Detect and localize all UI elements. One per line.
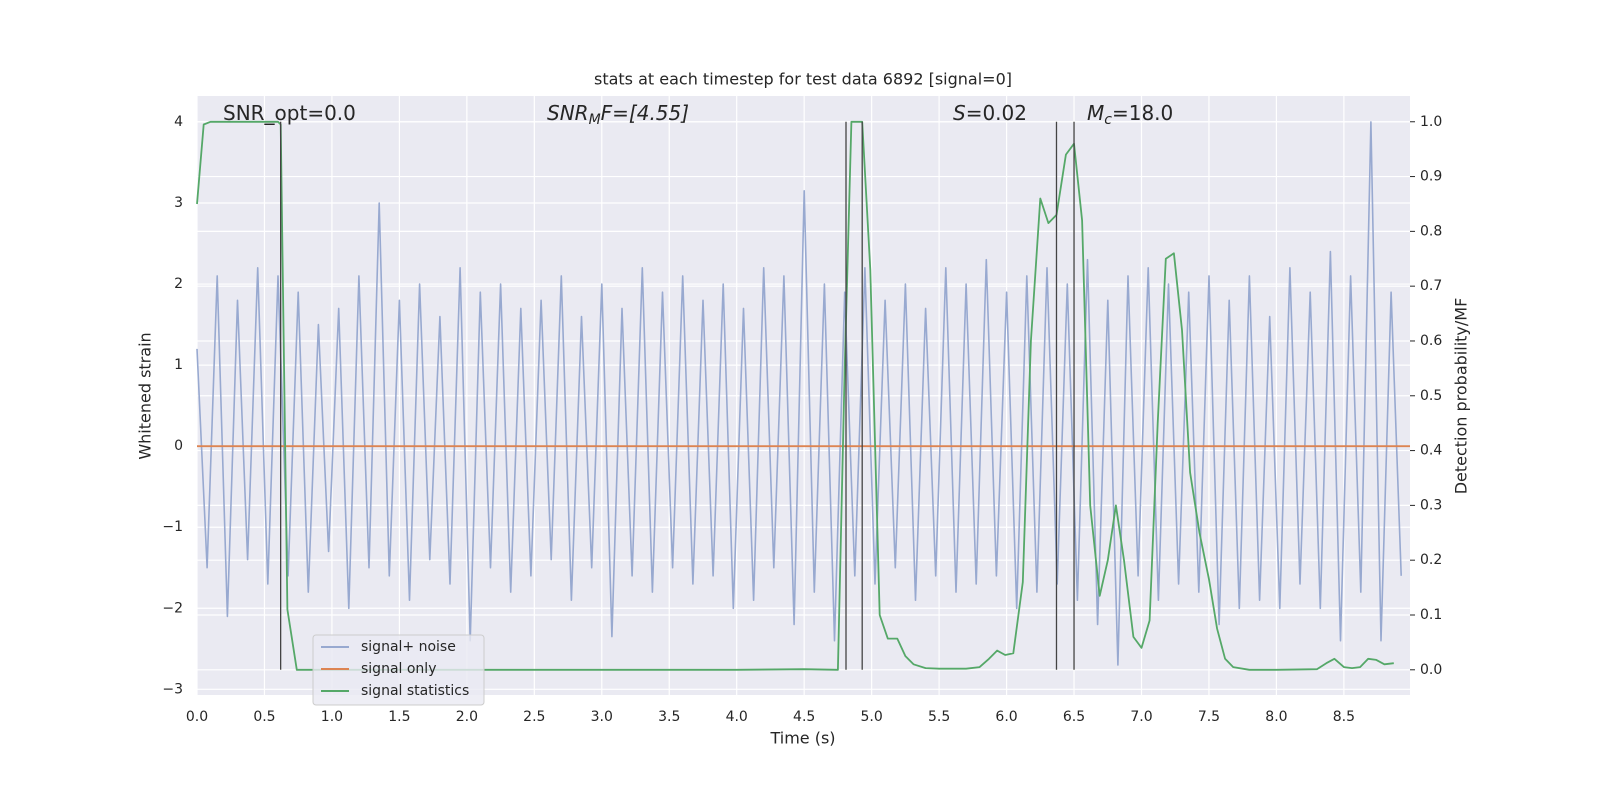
annotation-tail: =0.02 — [966, 101, 1027, 125]
annotation-sub: M — [589, 112, 601, 128]
y-tick-label: −1 — [162, 519, 183, 535]
x-tick-label: 1.0 — [321, 709, 343, 725]
y2-tick-label: 0.6 — [1420, 333, 1442, 349]
y2-tick-label: 0.4 — [1420, 443, 1442, 459]
annotation-main: S — [953, 101, 966, 125]
x-tick-label: 4.0 — [726, 709, 748, 725]
y2-tick-label: 0.0 — [1420, 662, 1442, 678]
legend-label: signal only — [361, 661, 436, 677]
y2-axis-label: Detection probability/MF — [1452, 298, 1471, 495]
annotation: Mc=18.0 — [1087, 101, 1173, 129]
legend-box — [312, 634, 485, 706]
annotation-main: SNR — [547, 101, 589, 125]
x-tick-label: 0.5 — [253, 709, 275, 725]
x-tick-label: 5.0 — [861, 709, 883, 725]
x-tick-label: 8.0 — [1265, 709, 1287, 725]
x-tick-label: 1.5 — [388, 709, 410, 725]
x-tick-label: 7.0 — [1130, 709, 1152, 725]
x-tick-label: 4.5 — [793, 709, 815, 725]
y-tick-label: 2 — [174, 276, 183, 292]
annotation-tail: =18.0 — [1112, 101, 1173, 125]
y-tick-label: 1 — [174, 357, 183, 373]
y-axis-label: Whitened strain — [136, 332, 155, 459]
annotation-sub: c — [1104, 112, 1112, 128]
x-tick-label: 3.0 — [591, 709, 613, 725]
y-tick-label: −3 — [162, 681, 183, 697]
x-tick-label: 0.0 — [186, 709, 208, 725]
y2-tick-label: 0.9 — [1420, 169, 1442, 185]
annotation: SNR_opt=0.0 — [223, 101, 356, 125]
x-tick-label: 7.5 — [1198, 709, 1220, 725]
y-tick-label: 4 — [174, 114, 183, 130]
y-tick-label: 3 — [174, 195, 183, 211]
x-tick-label: 2.5 — [523, 709, 545, 725]
x-axis-label: Time (s) — [769, 729, 835, 748]
y2-tick-label: 0.3 — [1420, 497, 1442, 513]
annotation: S=0.02 — [953, 101, 1027, 125]
chart-title: stats at each timestep for test data 689… — [594, 70, 1012, 89]
x-tick-label: 2.0 — [456, 709, 478, 725]
annotation-main: SNR_opt=0.0 — [223, 101, 356, 125]
x-tick-label: 3.5 — [658, 709, 680, 725]
y-tick-label: 0 — [174, 438, 183, 454]
y2-tick-label: 0.2 — [1420, 552, 1442, 568]
legend-label: signal statistics — [361, 683, 469, 699]
legend-label: signal+ noise — [361, 639, 456, 655]
annotation-main: M — [1087, 101, 1104, 125]
x-tick-label: 6.5 — [1063, 709, 1085, 725]
x-tick-label: 8.5 — [1333, 709, 1355, 725]
x-tick-label: 5.5 — [928, 709, 950, 725]
y-tick-label: −2 — [162, 600, 183, 616]
y2-tick-label: 0.8 — [1420, 223, 1442, 239]
x-tick-label: 6.0 — [995, 709, 1017, 725]
y2-tick-label: 0.1 — [1420, 607, 1442, 623]
annotation: SNRMF=[4.55] — [547, 101, 689, 129]
y2-tick-label: 1.0 — [1420, 114, 1442, 130]
y2-tick-label: 0.7 — [1420, 278, 1442, 294]
y2-tick-label: 0.5 — [1420, 388, 1442, 404]
annotation-tail: F=[4.55] — [601, 101, 689, 125]
